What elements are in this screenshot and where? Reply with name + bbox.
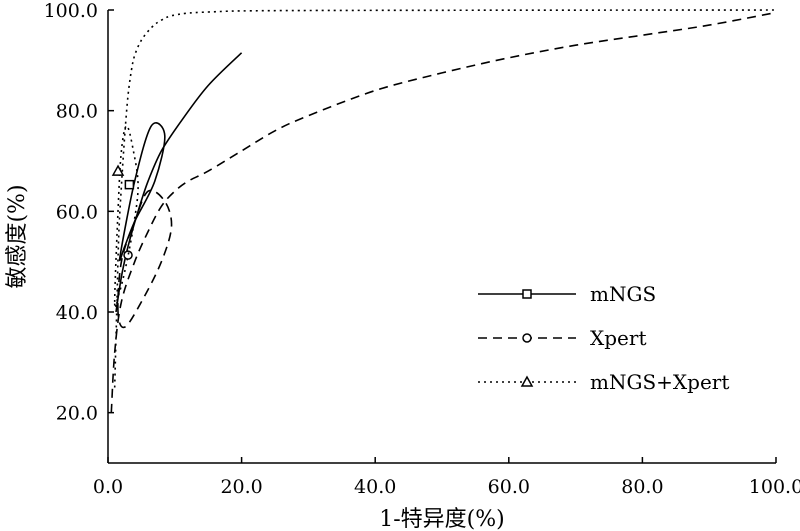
y-tick-label: 60.0 [56, 201, 98, 223]
confidence-region [118, 122, 166, 262]
y-tick-label: 40.0 [56, 302, 98, 324]
summary-point-marker [111, 164, 125, 176]
legend-entry: Xpert [478, 326, 646, 350]
y-axis-title: 敏感度(%) [5, 184, 30, 288]
summary-point-marker [123, 250, 133, 260]
legend-marker [522, 333, 532, 343]
confidence-region [117, 189, 173, 329]
y-tick-label: 20.0 [56, 403, 98, 425]
legend-label: mNGS+Xpert [590, 370, 729, 394]
legend: mNGS Xpert mNGS+Xpert [478, 282, 729, 394]
sroc-curve [115, 52, 243, 313]
sroc-curve [110, 11, 777, 413]
y-tick-label: 100.0 [44, 0, 98, 22]
x-tick-label: 60.0 [488, 476, 530, 498]
legend-marker [522, 289, 532, 299]
legend-marker [520, 375, 534, 387]
x-axis-title: 1-特异度(%) [379, 507, 505, 531]
x-tick-label: 20.0 [220, 476, 262, 498]
x-tick-label: 40.0 [354, 476, 396, 498]
y-tick-label: 80.0 [56, 101, 98, 123]
series-mngs [115, 52, 243, 313]
legend-entry: mNGS [478, 282, 656, 306]
x-ticks: 0.0 20.0 40.0 60.0 80.0 100.0 [93, 457, 800, 498]
series-mngs-xpert [111, 9, 777, 388]
x-tick-label: 80.0 [621, 476, 663, 498]
plot-area: 0.0 20.0 40.0 60.0 80.0 100.0 20.0 40.0 60.0 80.… [44, 0, 800, 498]
legend-entry: mNGS+Xpert [478, 370, 729, 394]
series-xpert [110, 11, 777, 413]
legend-label: mNGS [590, 282, 656, 306]
legend-label: Xpert [590, 326, 646, 350]
sroc-curve [113, 9, 777, 388]
series-group [110, 9, 777, 413]
summary-point-marker [124, 179, 135, 190]
x-tick-label: 0.0 [93, 476, 123, 498]
y-ticks: 20.0 40.0 60.0 80.0 100.0 [44, 0, 114, 425]
x-tick-label: 100.0 [749, 476, 800, 498]
